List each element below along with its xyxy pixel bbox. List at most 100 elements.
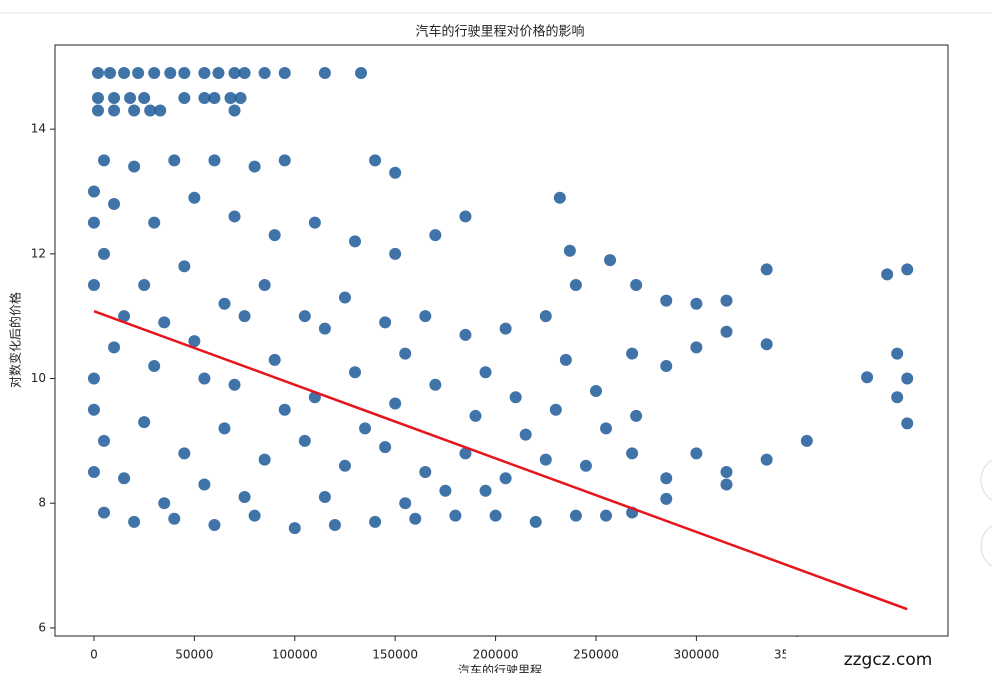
scatter-point [91, 104, 104, 117]
scatter-point [509, 391, 522, 404]
scatter-point [469, 409, 482, 422]
x-tick-label: 250000 [573, 648, 619, 662]
scatter-point [234, 91, 247, 104]
scatter-point [660, 294, 673, 307]
scatter-point [690, 297, 703, 310]
scatter-point [419, 466, 432, 479]
scatter-point [138, 91, 151, 104]
scatter-point [258, 453, 271, 466]
scatter-point [720, 466, 733, 479]
scatter-point [288, 522, 301, 535]
chart-title: 汽车的行驶里程对价格的影响 [415, 24, 584, 40]
scatter-point [579, 459, 592, 472]
scatter-point [369, 154, 382, 167]
scatter-point [104, 67, 117, 80]
scatter-point [409, 512, 422, 525]
scatter-point [148, 216, 161, 229]
scatter-point [188, 335, 201, 348]
scatter-point [278, 403, 291, 416]
scatter-point [399, 347, 412, 360]
scatter-point [760, 263, 773, 276]
scatter-point [91, 91, 104, 104]
x-axis-label: 汽车的行驶里程 [458, 663, 542, 673]
x-tick-label: 0 [90, 648, 98, 662]
scatter-point [720, 478, 733, 491]
scatter-point [178, 260, 191, 273]
scatter-point [248, 160, 261, 173]
plot-frame [54, 44, 949, 637]
scatter-point [660, 472, 673, 485]
scatter-point [212, 67, 225, 80]
scatter-point [132, 67, 145, 80]
scatter-point [108, 104, 121, 117]
scatter-point [549, 403, 562, 416]
scatter-point [97, 154, 110, 167]
scatter-point [604, 254, 617, 267]
scatter-point [198, 67, 211, 80]
scatter-point [499, 322, 512, 335]
scatter-point [459, 210, 472, 223]
scatter-point [459, 447, 472, 460]
scatter-point [108, 91, 121, 104]
scatter-point [569, 279, 582, 292]
scatter-point [690, 447, 703, 460]
scatter-point [626, 347, 639, 360]
scatter-point [198, 91, 211, 104]
scatter-point [589, 384, 602, 397]
side-button[interactable] [980, 522, 992, 570]
scatter-point [569, 509, 582, 522]
scatter-point [318, 322, 331, 335]
scatter-point [449, 509, 462, 522]
scatter-point [118, 472, 131, 485]
scatter-point [298, 310, 311, 323]
regression-line [93, 310, 908, 611]
scatter-point [258, 279, 271, 292]
y-tick-label: 10 [31, 371, 46, 385]
scatter-point [529, 515, 542, 528]
scatter-point [268, 353, 281, 366]
scatter-point [318, 67, 331, 80]
scatter-point [178, 447, 191, 460]
scatter-point [87, 279, 100, 292]
scatter-point [489, 509, 502, 522]
scatter-point [118, 67, 131, 80]
scatter-point [660, 360, 673, 373]
scatter-point [308, 216, 321, 229]
scatter-point [760, 338, 773, 351]
scatter-point [901, 263, 914, 276]
scatter-point [218, 297, 231, 310]
scatter-point [224, 91, 237, 104]
scatter-point [238, 490, 251, 503]
scatter-point [97, 506, 110, 519]
scatter-point [760, 453, 773, 466]
scatter-point [124, 91, 137, 104]
scatter-point [720, 325, 733, 338]
scatter-point [108, 341, 121, 354]
scatter-point [238, 310, 251, 323]
scatter-point [108, 197, 121, 210]
y-tick-label: 12 [31, 246, 46, 260]
scatter-point [168, 512, 181, 525]
scatter-point [178, 67, 191, 80]
scatter-point [128, 515, 141, 528]
scatter-point [318, 490, 331, 503]
scatter-point [97, 247, 110, 260]
scatter-point [630, 279, 643, 292]
scatter-point [901, 372, 914, 385]
scatter-point [389, 247, 402, 260]
marks: 0500001000001500002000002500003000003500… [31, 67, 914, 662]
overlay: zzgcz.com [786, 637, 992, 673]
scatter-point [369, 515, 382, 528]
scatter-point [349, 366, 362, 379]
scatter-point [389, 166, 402, 179]
scatter-point [553, 191, 566, 204]
scatter-point [228, 378, 241, 391]
side-button[interactable] [980, 456, 992, 504]
scatter-point [479, 366, 492, 379]
scatter-point [519, 428, 532, 441]
scatter-point [861, 371, 874, 384]
scatter-point [349, 235, 362, 248]
scatter-point [228, 67, 241, 80]
scatter-point [499, 472, 512, 485]
